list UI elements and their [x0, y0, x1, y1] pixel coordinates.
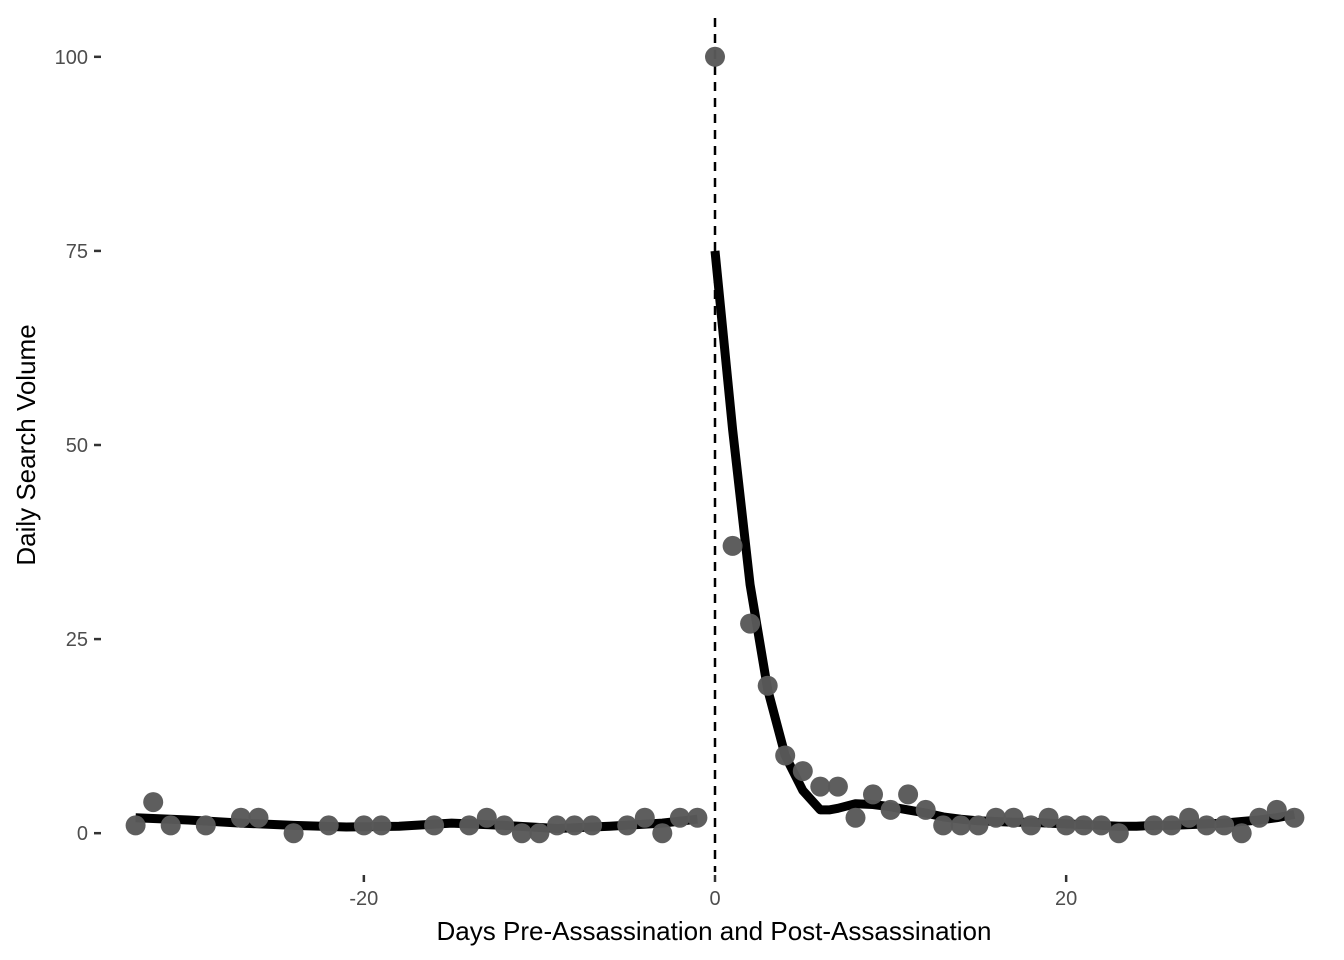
x-tick-label: -20	[349, 888, 378, 910]
data-point	[195, 815, 216, 836]
data-point	[845, 807, 866, 828]
data-point	[1284, 807, 1305, 828]
y-tick-label: 75	[66, 241, 88, 263]
data-point	[863, 784, 883, 805]
data-point	[827, 776, 848, 797]
data-point	[459, 815, 480, 836]
data-point	[722, 535, 743, 556]
y-tick-label: 100	[55, 47, 88, 69]
data-point	[950, 815, 971, 836]
data-point	[933, 815, 954, 836]
data-point	[1021, 815, 1041, 836]
data-point	[353, 815, 374, 836]
data-point	[1161, 815, 1182, 836]
data-point	[1091, 815, 1112, 836]
fit-line-post	[710, 250, 1296, 831]
data-point	[248, 807, 269, 828]
y-tick-label: 0	[77, 823, 88, 845]
y-tick-label: 25	[66, 629, 88, 651]
data-point	[1056, 815, 1077, 836]
data-point	[985, 807, 1006, 828]
data-point	[1038, 807, 1059, 828]
data-point	[494, 815, 515, 836]
data-point	[529, 823, 550, 844]
data-point	[1231, 823, 1252, 844]
data-point	[810, 776, 831, 797]
fit-line-pre	[135, 813, 698, 833]
data-point	[283, 823, 304, 844]
x-tick-label: 0	[709, 888, 720, 910]
data-point	[582, 815, 603, 836]
data-point	[1003, 807, 1024, 828]
data-point	[476, 807, 497, 828]
data-point	[757, 675, 778, 696]
y-axis-title: Daily Search Volume	[11, 324, 41, 565]
data-point	[669, 807, 690, 828]
data-point	[371, 815, 392, 836]
data-point	[915, 799, 936, 820]
data-point	[617, 815, 638, 836]
data-point	[687, 807, 708, 828]
data-point	[652, 823, 673, 844]
data-point	[318, 815, 339, 836]
data-point	[740, 613, 761, 634]
data-point	[1249, 807, 1270, 828]
data-point	[511, 823, 532, 844]
data-point	[898, 784, 919, 805]
data-point	[564, 815, 585, 836]
data-point	[424, 815, 445, 836]
data-point	[775, 745, 796, 766]
data-point	[634, 807, 655, 828]
data-point	[1196, 815, 1217, 836]
data-point	[160, 815, 181, 836]
data-point	[143, 792, 164, 813]
data-point	[880, 799, 901, 820]
data-point	[1179, 807, 1200, 828]
data-point	[1266, 799, 1287, 820]
data-point	[1143, 815, 1164, 836]
data-point	[1214, 815, 1235, 836]
data-point	[705, 46, 725, 67]
data-point	[547, 815, 567, 836]
data-point	[125, 815, 146, 836]
x-axis-title: Days Pre-Assassination and Post-Assassin…	[437, 916, 992, 946]
data-point	[1108, 823, 1129, 844]
data-point	[230, 807, 251, 828]
data-point	[792, 761, 813, 782]
y-tick-label: 50	[66, 435, 88, 457]
x-tick-label: 20	[1055, 888, 1077, 910]
data-point	[1073, 815, 1094, 836]
data-point	[968, 815, 989, 836]
